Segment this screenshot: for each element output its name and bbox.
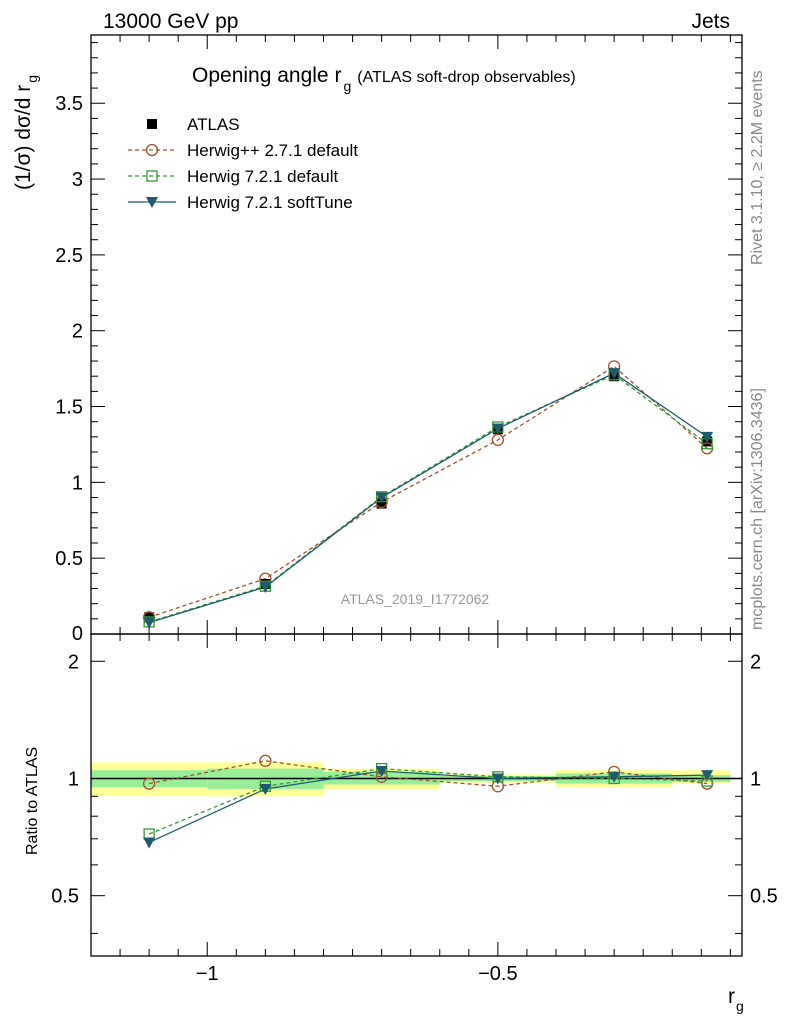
ratio-data-point xyxy=(142,777,156,790)
main-y-tick-label: 2 xyxy=(72,321,83,343)
main-y-axis-label: (1/σ) dσ/d rg xyxy=(12,75,40,190)
ratio-data-point xyxy=(608,771,621,783)
main-data-point xyxy=(491,423,504,435)
ratio-plot-frame xyxy=(90,633,743,957)
mcplots-label: mcplots.cern.ch [arXiv:1306.3436] xyxy=(749,388,766,630)
ratio-y-tick-label-right: 2 xyxy=(750,651,761,673)
main-data-point xyxy=(259,581,272,593)
analysis-watermark: ATLAS_2019_I1772062 xyxy=(341,591,490,607)
ratio-data-point xyxy=(491,773,504,785)
ratio-series-line-1 xyxy=(148,767,708,835)
main-series-line-2 xyxy=(148,373,708,623)
main-data-point xyxy=(143,617,156,629)
ratio-data-point xyxy=(259,783,272,795)
ratio-y-tick-label: 0.5 xyxy=(51,886,79,908)
main-series-line-1 xyxy=(148,365,708,618)
legend-marker-2 xyxy=(146,170,158,182)
ratio-data-point xyxy=(143,837,156,849)
ratio-data-point xyxy=(259,754,272,767)
x-tick-label: −1 xyxy=(196,963,219,985)
main-y-tick-label: 3 xyxy=(72,169,83,191)
header-left-label: 13000 GeV pp xyxy=(103,10,238,33)
ratio-data-point xyxy=(375,766,388,778)
rivet-version-label: Rivet 3.1.10, ≥ 2.2M events xyxy=(749,70,766,265)
x-tick-label: −0.5 xyxy=(478,963,517,985)
main-data-point xyxy=(376,498,387,509)
main-data-point xyxy=(375,492,388,504)
ratio-series-line-0 xyxy=(148,760,708,787)
series-markers xyxy=(142,360,714,849)
main-y-tick-label: 0 xyxy=(72,623,83,645)
legend: ATLAS Herwig++ 2.7.1 default Herwig 7.2.1 … xyxy=(128,115,358,212)
main-data-point xyxy=(701,431,714,443)
main-y-tick-label: 2.5 xyxy=(55,245,83,267)
legend-label-0: ATLAS xyxy=(187,115,240,134)
x-axis-label: rg xyxy=(728,985,744,1014)
legend-label-2: Herwig 7.2.1 default xyxy=(187,167,338,186)
ratio-series-line-2 xyxy=(148,770,708,844)
main-series-line-3 xyxy=(148,372,708,624)
main-data-point xyxy=(608,368,621,380)
axes: 0.5 1 1.5 2 2.5 3 3.5 0 0.5 0.5 1 1 2 2 −1 −0.5 xyxy=(51,34,778,985)
ratio-data-point xyxy=(701,770,714,782)
ratio-y-tick-label-right: 1 xyxy=(750,768,761,790)
legend-marker-0 xyxy=(147,119,157,129)
legend-marker-3 xyxy=(146,197,158,208)
series-lines xyxy=(148,365,708,844)
legend-label-3: Herwig 7.2.1 softTune xyxy=(187,193,353,212)
ratio-y-tick-label: 2 xyxy=(68,651,79,673)
ratio-y-tick-label: 1 xyxy=(68,768,79,790)
ratio-y-tick-label-right: 0.5 xyxy=(750,886,778,908)
main-y-tick-label: 3.5 xyxy=(55,93,83,115)
header-right-label: Jets xyxy=(691,10,730,33)
main-y-tick-label: 0.5 xyxy=(55,548,83,570)
main-y-tick-label: 1.5 xyxy=(55,397,83,419)
legend-label-1: Herwig++ 2.7.1 default xyxy=(187,141,358,160)
main-plot-title: Opening angle r g (ATLAS soft-drop observa… xyxy=(192,64,576,94)
ratio-y-axis-label: Ratio to ATLAS xyxy=(24,747,41,855)
main-y-tick-label: 1 xyxy=(72,472,83,494)
legend-marker-1 xyxy=(145,143,159,157)
